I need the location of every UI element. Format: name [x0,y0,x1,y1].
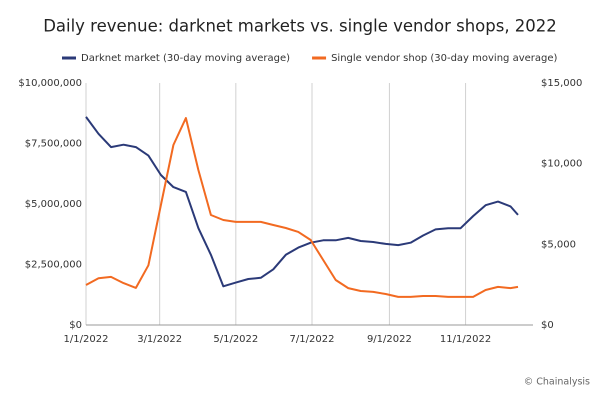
y-tick-label: $0 [69,320,82,331]
x-tick-label: 5/1/2022 [213,334,258,345]
x-tick-label: 1/1/2022 [64,334,109,345]
y-tick-label: $10,000,000 [18,78,82,89]
chart-title: Daily revenue: darknet markets vs. singl… [43,17,557,36]
y-tick-label: $7,500,000 [25,139,82,150]
y-tick-label: $2,500,000 [25,260,82,271]
y2-tick-label: $10,000 [541,159,582,170]
y2-tick-label: $0 [541,320,554,331]
series-line [85,117,519,298]
x-tick-label: 9/1/2022 [367,334,412,345]
legend-label: Single vendor shop (30-day moving averag… [331,53,557,64]
series-line [85,116,519,288]
x-tick-label: 3/1/2022 [137,334,182,345]
y2-tick-label: $15,000 [541,78,582,89]
y-tick-label: $5,000,000 [25,199,82,210]
y2-tick-label: $5,000 [541,239,576,250]
x-tick-label: 11/1/2022 [440,334,491,345]
legend-label: Darknet market (30-day moving average) [81,53,290,64]
source: © Chainalysis [524,377,590,388]
x-tick-label: 7/1/2022 [290,334,335,345]
